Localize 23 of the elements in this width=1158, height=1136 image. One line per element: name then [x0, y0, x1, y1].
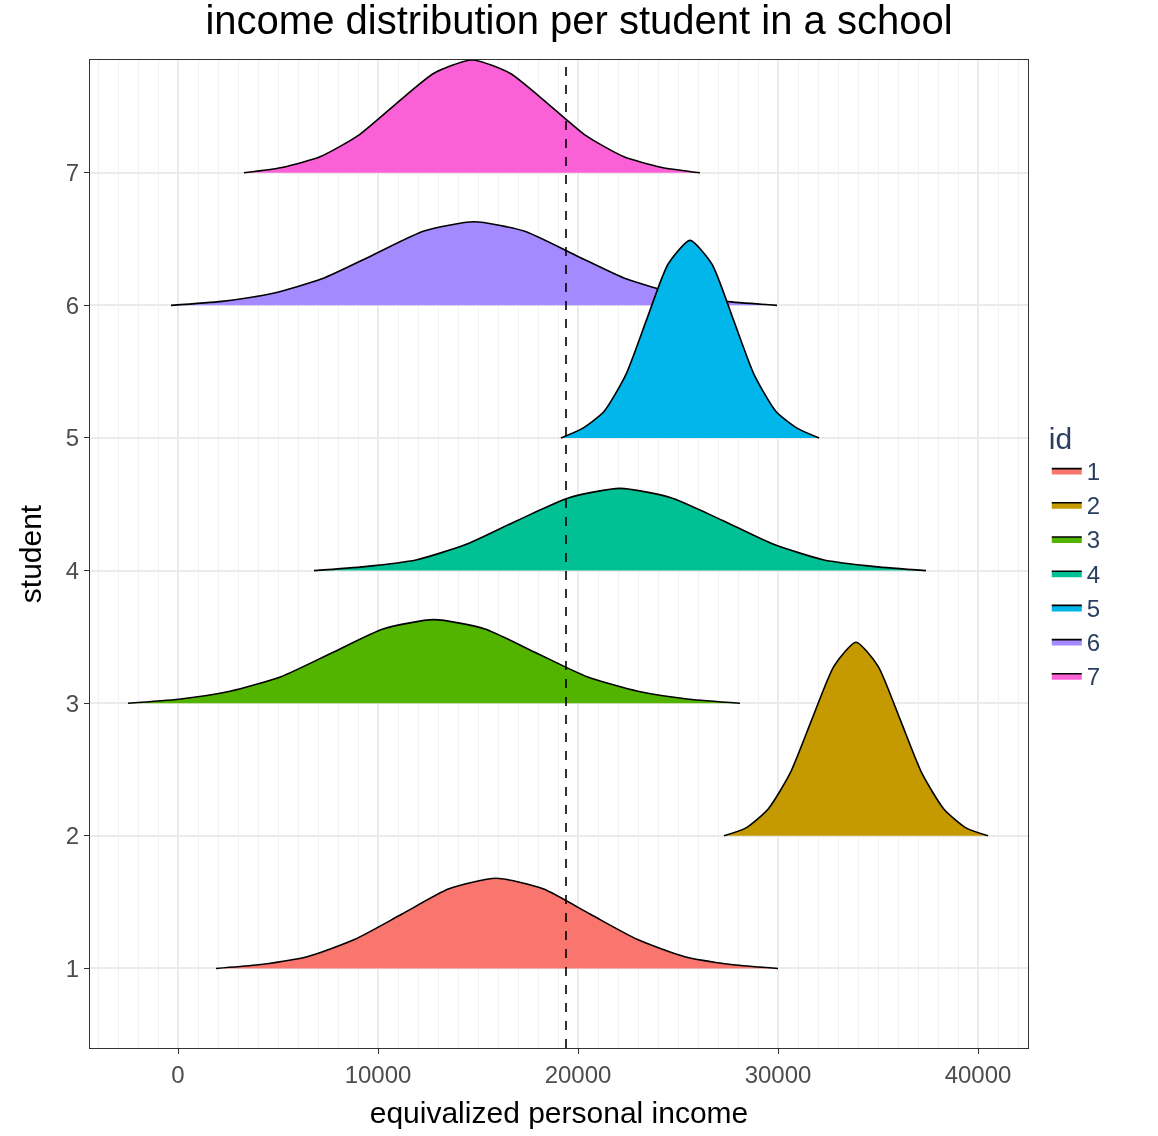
y-axis-title: student: [13, 504, 47, 604]
legend-label: 2: [1086, 492, 1101, 520]
legend-label: 5: [1086, 594, 1101, 622]
legend-label: 4: [1086, 560, 1101, 588]
y-tick-label: 6: [65, 291, 80, 319]
y-tick-label: 1: [65, 954, 80, 982]
x-axis-title: equivalized personal income: [369, 1096, 749, 1130]
x-tick-label: 40000: [944, 1060, 1012, 1088]
y-tick-label: 4: [65, 556, 80, 584]
legend-title: id: [1048, 421, 1073, 455]
chart-title: income distribution per student in a school: [205, 0, 953, 42]
legend-label: 3: [1086, 526, 1101, 554]
x-tick-label: 10000: [344, 1060, 412, 1088]
x-tick-label: 20000: [544, 1060, 612, 1088]
legend-label: 1: [1086, 457, 1101, 485]
legend-label: 6: [1086, 628, 1101, 656]
x-tick-label: 30000: [744, 1060, 812, 1088]
y-tick-label: 5: [65, 424, 80, 452]
y-tick-label: 3: [65, 689, 80, 717]
x-tick-label: 0: [171, 1060, 185, 1088]
y-tick-label: 7: [65, 159, 80, 187]
legend-label: 7: [1086, 663, 1101, 691]
y-tick-label: 2: [65, 822, 80, 850]
